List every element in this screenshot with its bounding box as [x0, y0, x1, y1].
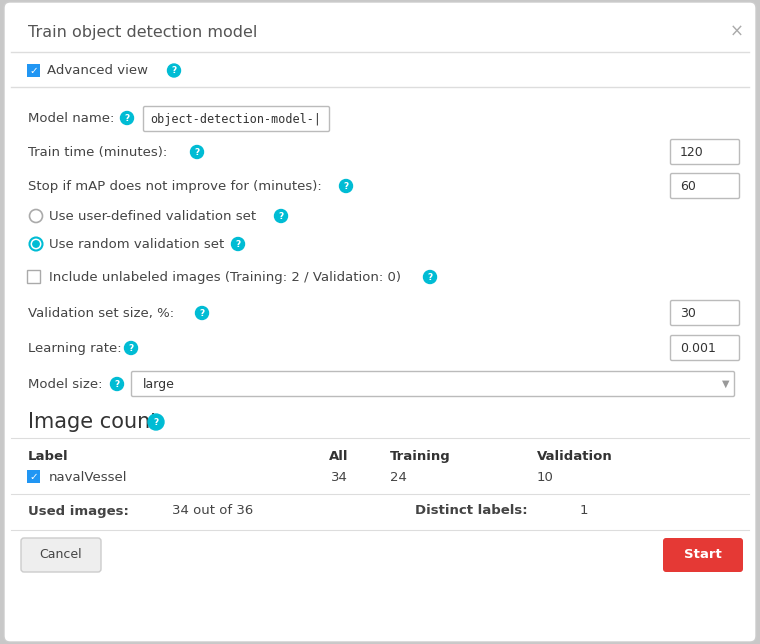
- Text: ✓: ✓: [29, 471, 38, 482]
- Circle shape: [232, 238, 245, 251]
- Text: Image count: Image count: [28, 412, 158, 432]
- Circle shape: [30, 238, 43, 251]
- Text: navalVessel: navalVessel: [49, 471, 128, 484]
- Circle shape: [167, 64, 181, 77]
- Text: ?: ?: [236, 240, 241, 249]
- Text: 0.001: 0.001: [680, 341, 716, 354]
- Text: ×: ×: [730, 23, 744, 41]
- FancyBboxPatch shape: [670, 301, 739, 325]
- Text: 120: 120: [680, 146, 704, 158]
- FancyBboxPatch shape: [21, 538, 101, 572]
- Text: Include unlabeled images (Training: 2 / Validation: 0): Include unlabeled images (Training: 2 / …: [49, 270, 401, 283]
- Text: ?: ?: [125, 114, 130, 123]
- Text: 34: 34: [331, 471, 348, 484]
- Text: large: large: [143, 377, 175, 390]
- Text: 10: 10: [537, 471, 554, 484]
- Text: Stop if mAP does not improve for (minutes):: Stop if mAP does not improve for (minute…: [28, 180, 321, 193]
- Text: ?: ?: [427, 273, 432, 282]
- Text: Use random validation set: Use random validation set: [49, 238, 224, 251]
- Text: Learning rate:: Learning rate:: [28, 341, 122, 354]
- Text: ▼: ▼: [722, 379, 730, 389]
- Text: Model size:: Model size:: [28, 377, 103, 390]
- Text: ?: ?: [114, 380, 119, 389]
- Circle shape: [148, 414, 164, 430]
- Circle shape: [423, 270, 436, 283]
- Circle shape: [33, 241, 40, 247]
- FancyBboxPatch shape: [663, 538, 743, 572]
- Text: object-detection-model-|: object-detection-model-|: [150, 113, 321, 126]
- Text: 30: 30: [680, 307, 696, 319]
- Text: Validation: Validation: [537, 450, 613, 462]
- Circle shape: [340, 180, 353, 193]
- FancyBboxPatch shape: [670, 173, 739, 198]
- Circle shape: [191, 146, 204, 158]
- FancyBboxPatch shape: [27, 470, 40, 483]
- Text: ?: ?: [154, 418, 159, 427]
- Text: Distinct labels:: Distinct labels:: [415, 504, 527, 518]
- Text: ✓: ✓: [29, 66, 38, 75]
- Circle shape: [125, 341, 138, 354]
- FancyBboxPatch shape: [27, 270, 40, 283]
- Text: Validation set size, %:: Validation set size, %:: [28, 307, 174, 319]
- Text: Start: Start: [684, 549, 722, 562]
- Text: Advanced view: Advanced view: [47, 64, 148, 77]
- Text: Cancel: Cancel: [40, 549, 82, 562]
- Text: Train time (minutes):: Train time (minutes):: [28, 146, 167, 158]
- Text: ?: ?: [278, 212, 283, 221]
- FancyBboxPatch shape: [144, 106, 330, 131]
- Text: Training: Training: [390, 450, 451, 462]
- FancyBboxPatch shape: [670, 140, 739, 164]
- Circle shape: [30, 209, 43, 222]
- Text: Used images:: Used images:: [28, 504, 129, 518]
- Circle shape: [121, 111, 134, 124]
- Text: Model name:: Model name:: [28, 111, 114, 124]
- FancyBboxPatch shape: [27, 64, 40, 77]
- Text: ?: ?: [128, 344, 134, 353]
- FancyBboxPatch shape: [4, 2, 756, 642]
- Text: ?: ?: [199, 309, 204, 317]
- Text: ?: ?: [344, 182, 349, 191]
- Text: Train object detection model: Train object detection model: [28, 24, 258, 39]
- Text: 24: 24: [390, 471, 407, 484]
- Text: ?: ?: [171, 66, 176, 75]
- FancyBboxPatch shape: [670, 336, 739, 361]
- Text: 1: 1: [580, 504, 588, 518]
- Circle shape: [110, 377, 123, 390]
- Text: 60: 60: [680, 180, 696, 193]
- Circle shape: [195, 307, 208, 319]
- Text: 34 out of 36: 34 out of 36: [172, 504, 253, 518]
- Text: Label: Label: [28, 450, 68, 462]
- Text: ?: ?: [195, 148, 200, 156]
- Circle shape: [274, 209, 287, 222]
- FancyBboxPatch shape: [131, 372, 734, 397]
- Text: All: All: [328, 450, 348, 462]
- Text: Use user-defined validation set: Use user-defined validation set: [49, 209, 256, 222]
